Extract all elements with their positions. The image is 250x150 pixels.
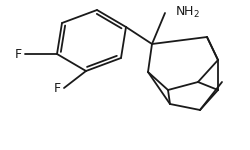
Text: F: F — [53, 81, 60, 94]
Text: F: F — [14, 48, 21, 60]
Text: NH$_2$: NH$_2$ — [174, 5, 199, 20]
